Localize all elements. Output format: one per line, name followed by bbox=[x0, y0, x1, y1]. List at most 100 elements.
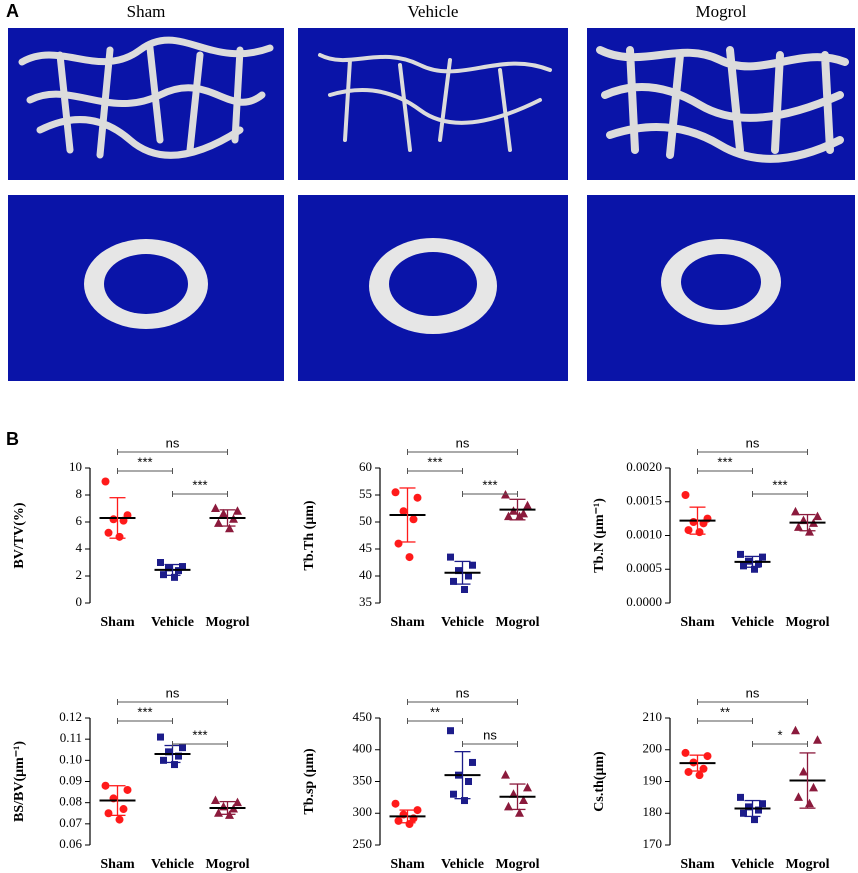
y-tick-label: 10 bbox=[69, 459, 82, 474]
data-point bbox=[447, 727, 454, 735]
x-tick-label: Mogrol bbox=[205, 615, 249, 630]
data-point bbox=[115, 532, 124, 541]
y-tick-label: 250 bbox=[353, 836, 373, 851]
y-tick-label: 0.11 bbox=[60, 730, 82, 745]
data-point bbox=[409, 515, 418, 524]
x-tick-label: Vehicle bbox=[731, 857, 774, 872]
y-tick-label: 4 bbox=[76, 540, 83, 555]
x-tick-label: Sham bbox=[100, 615, 135, 630]
significance-label: *** bbox=[482, 477, 497, 492]
data-point bbox=[751, 816, 758, 824]
data-point bbox=[703, 752, 712, 761]
significance-label: ns bbox=[746, 685, 760, 700]
x-tick-label: Sham bbox=[390, 857, 425, 872]
data-point bbox=[461, 586, 468, 593]
data-point bbox=[684, 767, 693, 776]
x-tick-label: Vehicle bbox=[151, 615, 194, 630]
data-point bbox=[225, 523, 234, 533]
data-point bbox=[165, 748, 172, 756]
x-tick-label: Sham bbox=[680, 615, 715, 630]
data-point bbox=[179, 563, 186, 571]
x-tick-label: Sham bbox=[100, 857, 135, 872]
data-point bbox=[119, 805, 128, 814]
y-tick-label: 0.10 bbox=[59, 751, 82, 766]
data-point bbox=[157, 559, 164, 566]
y-tick-label: 60 bbox=[359, 459, 372, 474]
data-point bbox=[689, 518, 698, 526]
y-axis-label: Tb.sp (μm) bbox=[302, 748, 317, 815]
x-tick-label: Vehicle bbox=[151, 857, 194, 872]
x-tick-label: Vehicle bbox=[731, 615, 774, 630]
data-point bbox=[109, 515, 118, 524]
data-point bbox=[523, 500, 532, 510]
data-point bbox=[165, 564, 172, 572]
y-tick-label: 0.12 bbox=[59, 709, 82, 724]
data-point bbox=[509, 789, 518, 798]
column-title: Sham bbox=[127, 2, 166, 21]
y-tick-label: 200 bbox=[643, 741, 663, 756]
data-point bbox=[695, 771, 704, 780]
significance-label: ** bbox=[720, 704, 730, 719]
data-point bbox=[391, 799, 400, 808]
significance-label: ns bbox=[456, 435, 470, 450]
significance-label: *** bbox=[137, 454, 152, 469]
x-tick-label: Sham bbox=[390, 615, 425, 630]
data-point bbox=[681, 491, 690, 499]
data-point bbox=[813, 735, 822, 744]
data-point bbox=[413, 493, 422, 502]
data-point bbox=[755, 560, 762, 568]
y-tick-label: 0.0005 bbox=[626, 560, 662, 575]
significance-label: *** bbox=[192, 477, 207, 492]
dot-plot: 170 180 190 200 210 Cs.th(μm) Sham Vehicle Mogro… bbox=[592, 685, 829, 872]
data-point bbox=[413, 806, 422, 815]
data-point bbox=[755, 806, 762, 814]
significance-label: ns bbox=[166, 435, 180, 450]
data-point bbox=[791, 506, 800, 516]
significance-label: ns bbox=[746, 435, 760, 450]
data-point bbox=[160, 571, 167, 579]
data-point bbox=[501, 770, 510, 779]
y-tick-label: 50 bbox=[359, 513, 372, 528]
y-tick-label: 8 bbox=[76, 486, 83, 501]
x-tick-label: Mogrol bbox=[495, 857, 539, 872]
data-point bbox=[504, 511, 513, 521]
data-point bbox=[684, 526, 693, 535]
y-axis-label: Tb.N (μm⁻¹) bbox=[592, 498, 607, 573]
data-point bbox=[391, 488, 400, 497]
ct-images bbox=[8, 28, 855, 381]
data-point bbox=[123, 785, 132, 794]
y-axis-label: BV/TV(%) bbox=[12, 502, 27, 568]
data-point bbox=[211, 503, 220, 512]
data-point bbox=[211, 795, 220, 805]
significance-label: *** bbox=[137, 704, 152, 719]
data-point bbox=[465, 572, 472, 580]
y-tick-label: 0 bbox=[76, 594, 83, 609]
data-point bbox=[233, 797, 242, 807]
data-point bbox=[455, 567, 462, 575]
significance-label: ns bbox=[166, 685, 180, 700]
data-point bbox=[791, 725, 800, 735]
data-point bbox=[759, 553, 766, 561]
data-point bbox=[233, 506, 242, 515]
y-tick-label: 35 bbox=[359, 594, 372, 609]
data-point bbox=[101, 781, 110, 790]
y-tick-label: 0.08 bbox=[59, 794, 82, 809]
data-point bbox=[519, 795, 528, 805]
significance-label: ** bbox=[430, 704, 440, 719]
data-point bbox=[759, 800, 766, 808]
y-tick-label: 0.06 bbox=[59, 836, 82, 851]
data-point bbox=[813, 511, 822, 521]
data-point bbox=[469, 758, 476, 766]
column-title: Mogrol bbox=[696, 2, 747, 21]
data-point bbox=[745, 803, 752, 811]
y-tick-label: 2 bbox=[76, 567, 83, 582]
y-axis-label: BS/BV(μm⁻¹) bbox=[12, 741, 27, 822]
data-point bbox=[751, 565, 758, 573]
significance-label: ns bbox=[456, 685, 470, 700]
data-point bbox=[171, 573, 178, 581]
dot-plot: 250 300 350 400 450 Tb.sp (μm) Sham Vehicle Mogr… bbox=[302, 685, 539, 872]
data-point bbox=[171, 761, 178, 769]
trabecular-bone bbox=[18, 36, 849, 163]
data-point bbox=[394, 816, 403, 825]
data-point bbox=[160, 756, 167, 764]
